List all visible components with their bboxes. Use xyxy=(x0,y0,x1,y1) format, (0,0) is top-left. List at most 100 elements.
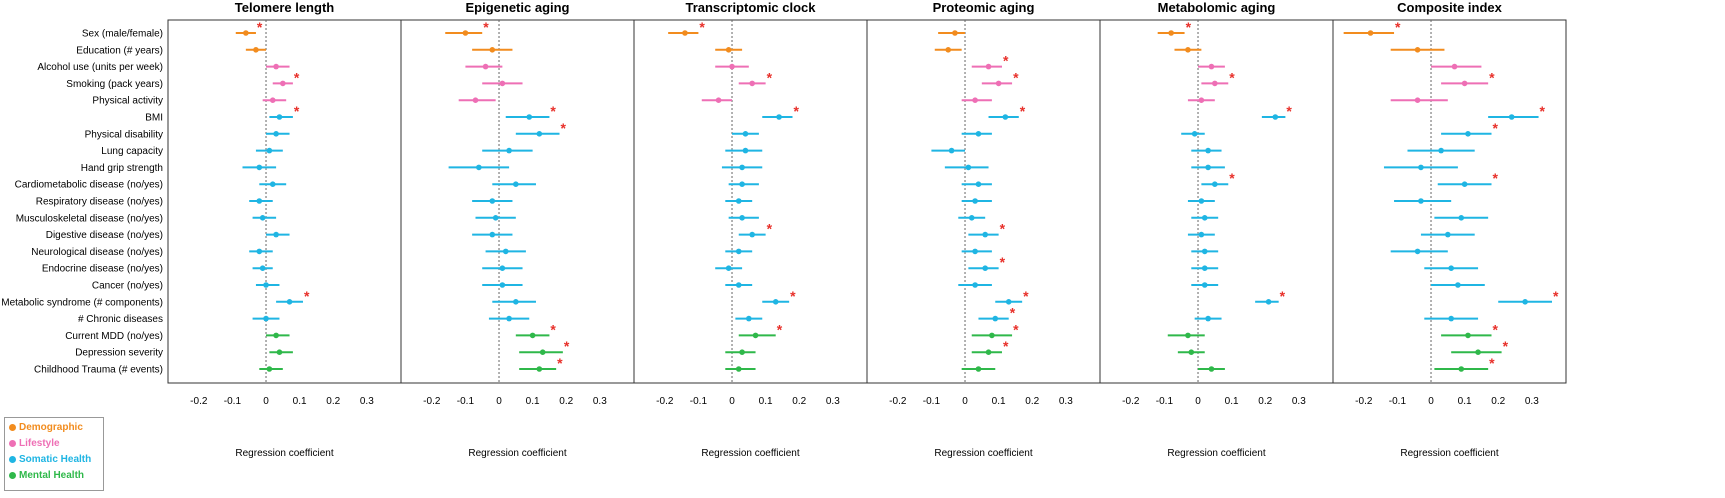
point-estimate xyxy=(1508,114,1515,120)
row-label: Cancer (no/yes) xyxy=(92,281,163,292)
point-estimate xyxy=(1201,248,1208,255)
x-tick-label: 0 xyxy=(1428,396,1434,407)
x-tick-label: 0 xyxy=(962,396,968,407)
x-tick-label: 0.1 xyxy=(1458,396,1472,407)
x-tick-label: 0.1 xyxy=(759,396,773,407)
significance-marker: * xyxy=(294,103,300,119)
legend-label-lifestyle: Lifestyle xyxy=(19,438,60,449)
panel-title: Proteomic aging xyxy=(933,0,1035,15)
significance-marker: * xyxy=(1020,103,1026,119)
x-tick-label: 0.1 xyxy=(526,396,540,407)
significance-marker: * xyxy=(767,221,773,237)
significance-marker: * xyxy=(483,19,489,35)
legend-item-mental-health: Mental Health xyxy=(9,470,84,481)
point-estimate xyxy=(489,47,496,53)
point-estimate xyxy=(1522,299,1528,305)
point-estimate xyxy=(682,30,688,36)
point-estimate xyxy=(1458,366,1465,372)
row-label: BMI xyxy=(145,113,163,124)
point-estimate xyxy=(715,97,722,103)
point-estimate xyxy=(1461,80,1468,87)
row-label: Hand grip strength xyxy=(81,163,163,174)
x-tick-label: 0.3 xyxy=(593,396,607,407)
point-estimate xyxy=(1205,147,1211,154)
point-estimate xyxy=(945,47,952,53)
point-estimate xyxy=(735,366,742,372)
point-estimate xyxy=(982,231,988,238)
point-estimate xyxy=(729,63,735,70)
panel-title: Epigenetic aging xyxy=(465,0,569,15)
panel-frame xyxy=(1332,19,1567,384)
point-estimate xyxy=(1212,80,1218,87)
panel-frame xyxy=(400,19,635,384)
row-label: # Chronic diseases xyxy=(78,314,163,325)
point-estimate xyxy=(1455,282,1461,288)
point-estimate xyxy=(1438,147,1444,154)
point-estimate xyxy=(462,30,469,36)
point-estimate xyxy=(513,181,519,187)
significance-marker: * xyxy=(1540,103,1546,119)
point-estimate xyxy=(536,366,543,372)
point-estimate xyxy=(1451,63,1458,70)
point-estimate xyxy=(1461,181,1468,187)
point-estimate xyxy=(276,114,283,120)
row-label: Digestive disease (no/yes) xyxy=(46,230,163,241)
x-tick-label: -0.2 xyxy=(1122,396,1140,407)
point-estimate xyxy=(1005,299,1012,305)
point-estimate xyxy=(1445,231,1451,238)
point-estimate xyxy=(1212,181,1218,187)
point-estimate xyxy=(1418,198,1424,204)
x-tick-label: 0.2 xyxy=(792,396,806,407)
significance-marker: * xyxy=(1229,69,1235,85)
point-estimate xyxy=(1414,47,1421,53)
x-tick-label: 0.3 xyxy=(360,396,374,407)
point-estimate xyxy=(1208,366,1215,372)
point-estimate xyxy=(1185,332,1191,339)
point-estimate xyxy=(1198,198,1205,204)
point-estimate xyxy=(1208,63,1215,70)
legend-item-lifestyle: Lifestyle xyxy=(9,438,60,449)
row-label: Physical disability xyxy=(85,129,163,140)
x-tick-label: 0.3 xyxy=(826,396,840,407)
significance-marker: * xyxy=(1003,53,1009,69)
x-axis-label: Regression coefficient xyxy=(1167,448,1265,459)
point-estimate xyxy=(256,198,263,204)
significance-marker: * xyxy=(1395,19,1401,35)
point-estimate xyxy=(263,315,269,322)
point-estimate xyxy=(273,131,279,137)
point-estimate xyxy=(735,248,742,255)
point-estimate xyxy=(266,147,273,154)
significance-marker: * xyxy=(1493,120,1499,136)
point-estimate xyxy=(1168,30,1174,36)
point-estimate xyxy=(266,366,273,372)
point-estimate xyxy=(746,315,752,322)
significance-marker: * xyxy=(304,288,310,304)
point-estimate xyxy=(472,97,479,103)
x-tick-label: 0.3 xyxy=(1059,396,1073,407)
x-tick-label: -0.1 xyxy=(690,396,708,407)
significance-marker: * xyxy=(1489,69,1495,85)
point-estimate xyxy=(506,315,512,322)
point-estimate xyxy=(1191,131,1198,137)
x-tick-label: -0.2 xyxy=(423,396,441,407)
legend-label-mental-health: Mental Health xyxy=(19,470,85,481)
x-tick-label: 0.2 xyxy=(559,396,573,407)
x-tick-label: 0.1 xyxy=(1225,396,1239,407)
point-estimate xyxy=(972,198,978,204)
significance-marker: * xyxy=(699,19,705,35)
point-estimate xyxy=(742,147,749,154)
significance-marker: * xyxy=(1489,355,1495,371)
point-estimate xyxy=(1198,231,1205,238)
point-estimate xyxy=(1272,114,1279,120)
point-estimate xyxy=(256,164,263,171)
x-tick-label: -0.1 xyxy=(457,396,475,407)
significance-marker: * xyxy=(1286,103,1292,119)
point-estimate xyxy=(739,349,745,356)
point-estimate xyxy=(1458,215,1465,221)
significance-marker: * xyxy=(790,288,796,304)
point-estimate xyxy=(1201,215,1208,221)
x-axis-label: Regression coefficient xyxy=(701,448,799,459)
point-estimate xyxy=(256,248,263,255)
significance-marker: * xyxy=(1229,170,1235,186)
point-estimate xyxy=(529,332,536,339)
